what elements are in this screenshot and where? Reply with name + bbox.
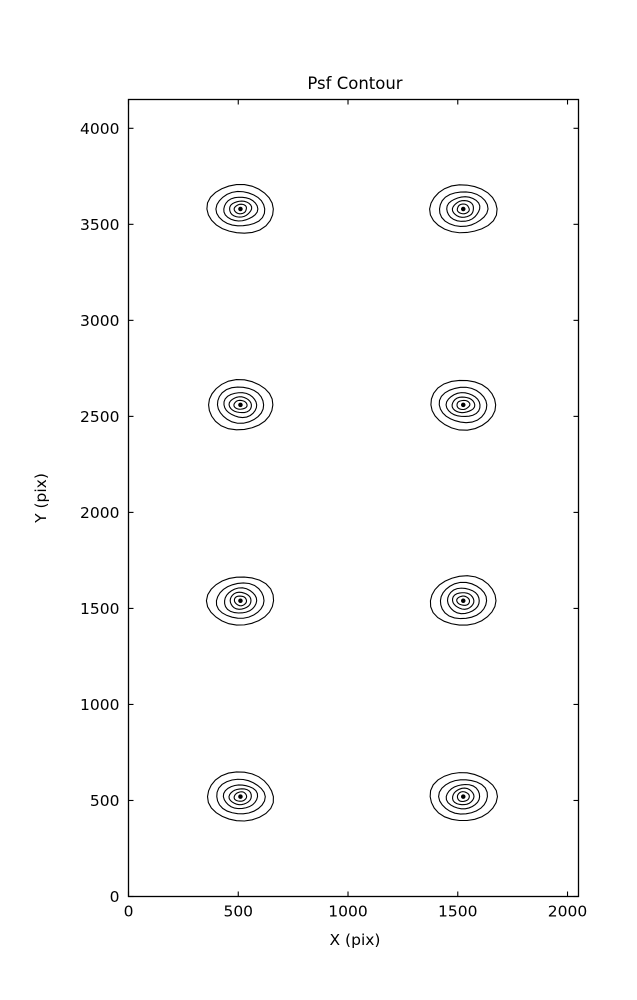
- psf-c0-r1: [205, 576, 275, 626]
- y-tick-label: 500: [90, 792, 120, 810]
- contour-ring-3: [451, 396, 476, 414]
- psf-peak-marker: [238, 402, 243, 408]
- psf-peak-marker: [460, 598, 466, 604]
- contour-ring-0: [206, 183, 274, 234]
- psf-peak-marker: [460, 206, 466, 212]
- contour-ring-1: [215, 582, 265, 619]
- psf-c1-r0: [429, 772, 499, 822]
- psf-peak-marker: [460, 794, 466, 799]
- page-title: Psf Contour: [307, 74, 402, 93]
- contour-ring-3: [229, 200, 253, 218]
- psf-peak-marker: [238, 598, 243, 604]
- contour-ring-3: [452, 787, 475, 806]
- x-tick-label: 500: [223, 903, 253, 921]
- y-axis-ticks: 0 500 1000 1500 2000 2500 3000 3500 4000: [80, 120, 579, 906]
- contour-ring-1: [215, 190, 266, 227]
- contour-ring-4: [456, 203, 470, 215]
- contour-ring-0: [208, 379, 274, 431]
- contour-ring-3: [451, 200, 474, 218]
- contour-ring-4: [233, 399, 248, 410]
- psf-peak-marker: [238, 206, 243, 212]
- x-axis-label: X (pix): [330, 931, 381, 949]
- psf-c0-r3: [206, 183, 274, 234]
- contour-ring-2: [445, 392, 481, 418]
- y-tick-label: 3500: [80, 216, 119, 234]
- contour-ring-2: [224, 587, 258, 614]
- x-tick-label: 1500: [438, 903, 477, 921]
- contour-ring-0: [205, 576, 275, 626]
- y-tick-label: 1000: [80, 696, 119, 714]
- contour-ring-1: [438, 191, 489, 228]
- psf-c0-r2: [208, 379, 274, 431]
- contour-ring-2: [222, 784, 259, 810]
- contour-ring-1: [438, 386, 488, 424]
- contour-ring-3: [228, 788, 252, 806]
- contour-ring-4: [456, 791, 470, 803]
- contour-ring-2: [223, 392, 258, 419]
- x-axis-ticks: 0 500 1000 1500 2000: [124, 99, 587, 921]
- y-tick-label: 2000: [80, 504, 119, 522]
- contour-ring-4: [233, 791, 248, 802]
- psf-c1-r2: [430, 379, 497, 431]
- contour-ring-1: [216, 386, 265, 424]
- contour-ring-2: [446, 587, 480, 615]
- psf-peak-marker: [238, 794, 243, 799]
- x-tick-label: 1000: [328, 903, 367, 921]
- contour-ring-1: [439, 581, 488, 620]
- y-tick-label: 4000: [80, 120, 119, 138]
- contour-ring-2: [446, 196, 481, 222]
- y-tick-label: 3000: [80, 312, 119, 330]
- y-tick-label: 0: [110, 888, 120, 906]
- contour-ring-0: [429, 184, 498, 234]
- y-tick-label: 1500: [80, 600, 119, 618]
- contour-ring-4: [233, 203, 247, 215]
- contour-ring-0: [206, 771, 274, 822]
- contour-ring-2: [445, 783, 481, 810]
- contour-ring-1: [438, 779, 488, 815]
- contour-ring-0: [429, 575, 497, 626]
- psf-c1-r3: [429, 184, 498, 234]
- contour-ring-0: [429, 772, 499, 822]
- contour-ring-4: [456, 595, 471, 606]
- contour-ring-0: [430, 379, 497, 431]
- psf-peak-marker: [460, 402, 466, 408]
- contour-ring-3: [229, 591, 252, 610]
- psf-c0-r0: [206, 771, 274, 822]
- contour-ring-4: [233, 595, 248, 607]
- contour-ring-3: [228, 396, 252, 414]
- y-tick-label: 2500: [80, 408, 119, 426]
- contour-ring-4: [456, 399, 471, 411]
- contour-ring-1: [216, 778, 266, 815]
- x-tick-label: 0: [124, 903, 134, 921]
- x-tick-label: 2000: [548, 903, 587, 921]
- contour-ring-3: [452, 592, 475, 610]
- contour-ring-2: [223, 196, 259, 222]
- contour-series: [205, 183, 499, 822]
- axes-frame: [127, 98, 580, 898]
- psf-c1-r1: [429, 575, 497, 626]
- y-axis-label: Y (pix): [32, 473, 50, 524]
